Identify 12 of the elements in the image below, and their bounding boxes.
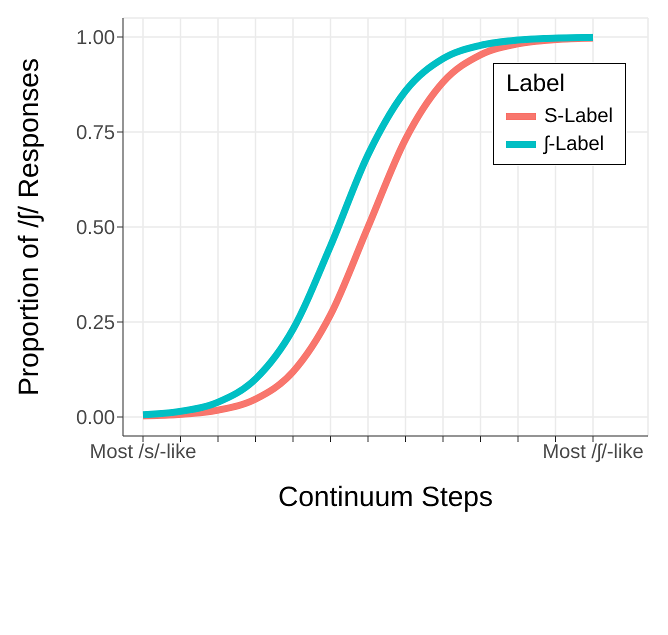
y-tick-label: 0.25 bbox=[76, 312, 115, 334]
y-axis-title: Proportion of /ʃ/ Responses bbox=[12, 58, 44, 396]
y-tick-label: 0.75 bbox=[76, 122, 115, 144]
x-tick-label: Most /s/-like bbox=[90, 441, 196, 464]
y-tick-label: 1.00 bbox=[76, 27, 115, 50]
legend-label: ʃ-Label bbox=[542, 132, 606, 157]
x-tick-label: Most /ʃ/-like bbox=[542, 441, 644, 464]
y-tick-label: 0.50 bbox=[76, 217, 115, 240]
legend-label: S-Label bbox=[543, 104, 613, 129]
legend-title: Label bbox=[506, 70, 566, 98]
x-axis-title: Continuum Steps bbox=[278, 481, 493, 512]
y-tick-label: 0.00 bbox=[76, 407, 115, 430]
